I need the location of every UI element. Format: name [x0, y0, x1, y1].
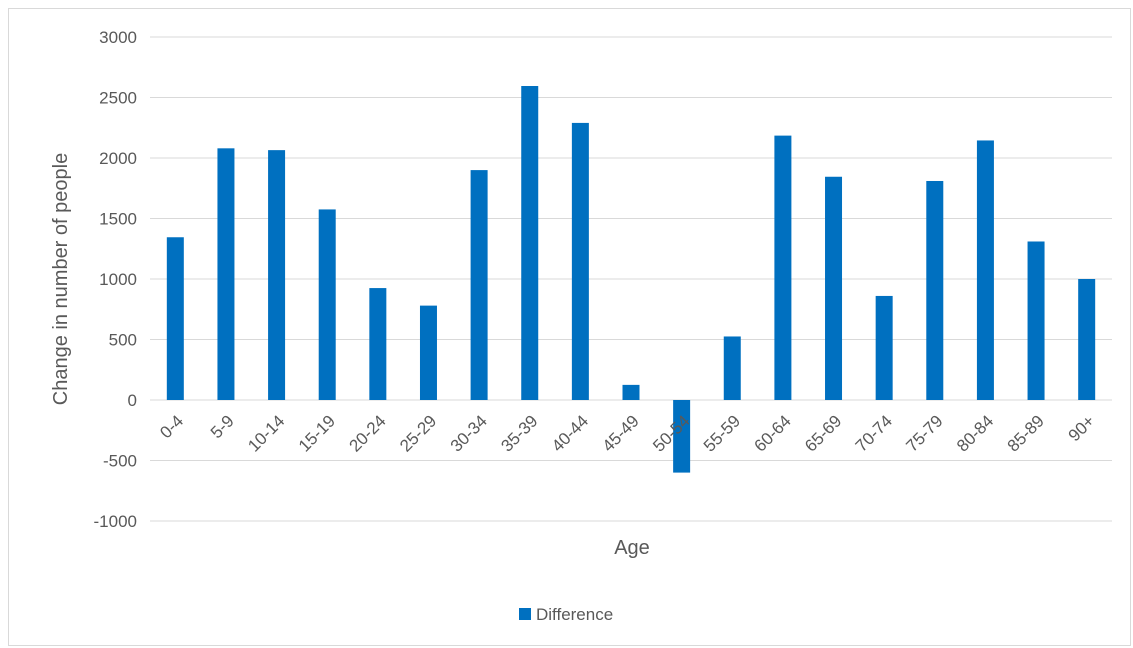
legend-swatch — [519, 608, 531, 620]
x-tick-label: 70-74 — [852, 411, 896, 455]
x-tick-label: 25-29 — [396, 411, 440, 455]
bar-25-29 — [419, 305, 437, 400]
bar-90+ — [1078, 279, 1096, 400]
x-tick-label: 15-19 — [295, 411, 339, 455]
y-tick-label: -500 — [103, 452, 137, 471]
bar-60-64 — [774, 135, 792, 401]
bar-35-39 — [521, 86, 539, 400]
x-tick-label: 60-64 — [751, 411, 795, 455]
bar-45-49 — [622, 384, 640, 400]
x-tick-label: 55-59 — [700, 411, 744, 455]
x-tick-label: 75-79 — [902, 411, 946, 455]
x-axis-ticks: 0-4 5-9 10-14 15-19 20-24 25-29 30-34 35-39 40-4… — [156, 411, 1098, 455]
x-tick-label: 80-84 — [953, 411, 997, 455]
y-tick-label: 1000 — [99, 270, 137, 289]
bar-30-34 — [470, 170, 488, 400]
bar-50-54 — [673, 400, 691, 473]
y-tick-label: 500 — [109, 331, 137, 350]
x-tick-label: 5-9 — [207, 411, 238, 442]
bar-65-69 — [825, 176, 843, 400]
bar-0-4 — [166, 237, 184, 400]
bar-20-24 — [369, 288, 387, 400]
x-tick-label: 0-4 — [156, 411, 187, 442]
y-axis-title: Change in number of people — [50, 153, 72, 405]
legend-label: Difference — [536, 605, 613, 624]
x-tick-label: 20-24 — [345, 411, 389, 455]
bars — [166, 86, 1096, 473]
legend: Difference — [519, 605, 613, 624]
bar-75-79 — [926, 180, 944, 400]
y-tick-label: 2500 — [99, 89, 137, 108]
bar-70-74 — [875, 295, 893, 400]
x-tick-label: 45-49 — [599, 411, 643, 455]
y-axis-ticks: -1000 -500 0 500 1000 1500 2000 2500 3000 — [94, 28, 137, 531]
x-tick-label: 65-69 — [801, 411, 845, 455]
x-tick-label: 40-44 — [548, 411, 592, 455]
y-tick-label: 2000 — [99, 149, 137, 168]
bar-85-89 — [1027, 241, 1045, 400]
x-tick-label: 85-89 — [1004, 411, 1048, 455]
bar-55-59 — [723, 336, 741, 400]
y-tick-label: 3000 — [99, 28, 137, 47]
bar-15-19 — [318, 209, 336, 400]
y-tick-label: 0 — [128, 391, 137, 410]
y-tick-label: -1000 — [94, 512, 137, 531]
chart-frame — [8, 8, 1131, 646]
bar-80-84 — [976, 140, 994, 400]
bar-10-14 — [268, 150, 286, 400]
x-tick-label: 90+ — [1065, 411, 1099, 445]
x-tick-label: 10-14 — [244, 411, 288, 455]
x-tick-label: 30-34 — [447, 411, 491, 455]
bar-5-9 — [217, 148, 235, 400]
gridlines — [150, 36, 1112, 522]
x-tick-label: 35-39 — [497, 411, 541, 455]
x-axis-title: Age — [614, 537, 650, 559]
bar-40-44 — [571, 122, 589, 400]
y-tick-label: 1500 — [99, 210, 137, 229]
